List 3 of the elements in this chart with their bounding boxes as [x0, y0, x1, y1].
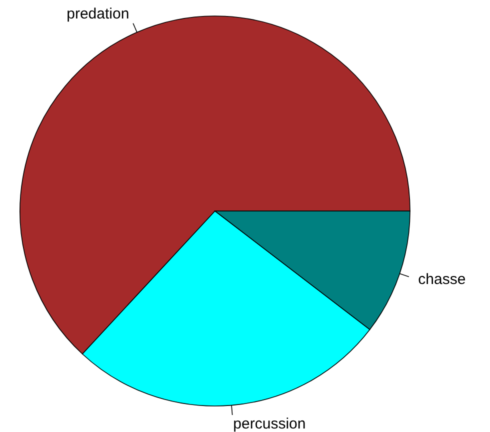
slice-label: percussion [233, 416, 306, 432]
slice-label: chasse [418, 270, 466, 288]
slice-label: predation [66, 5, 130, 22]
